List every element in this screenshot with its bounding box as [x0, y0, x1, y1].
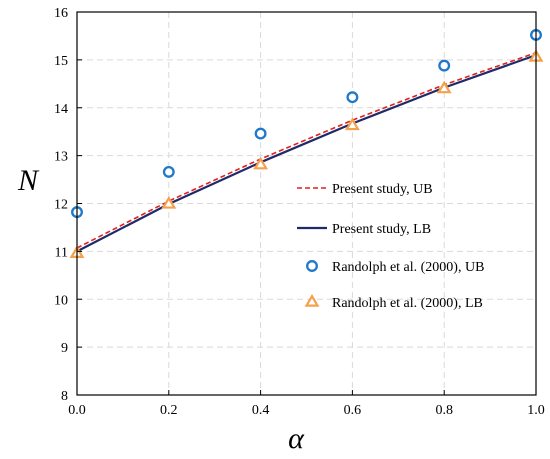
grid	[77, 12, 536, 395]
legend-swatch-randolph-et-al-2000-ub	[306, 260, 318, 272]
y-tick-label: 14	[54, 102, 68, 117]
series-line-present-study-ub	[76, 51, 537, 249]
y-axis-label: N	[17, 164, 40, 197]
point-randolph-et-al-2000-lb	[253, 156, 269, 170]
series-line-present-study-lb	[76, 54, 537, 253]
x-tick-label: 0.8	[435, 403, 453, 418]
point-randolph-et-al-2000-ub	[346, 91, 359, 104]
y-tick-label: 12	[54, 198, 68, 213]
legend-label-present-study-lb: Present study, LB	[332, 222, 431, 237]
legend-swatch-randolph-et-al-2000-lb	[304, 294, 320, 307]
point-randolph-et-al-2000-ub	[438, 59, 451, 72]
x-tick-label: 0.2	[160, 403, 178, 418]
x-tick-label: 0.6	[344, 403, 362, 418]
y-tick-label: 8	[61, 389, 68, 404]
point-randolph-et-al-2000-lb	[344, 117, 360, 131]
legend-label-randolph-et-al-2000-ub: Randolph et al. (2000), UB	[332, 260, 484, 275]
legend: Present study, UB Present study, LB Randol…	[297, 182, 484, 311]
x-tick-label: 0.4	[252, 403, 270, 418]
y-tick-label: 9	[61, 341, 68, 356]
y-tick-label: 10	[54, 293, 68, 308]
ticks: 8 9 10 11 12 13 14 15 16 0.0 0.2 0.4 0.6 0.8 1.0	[54, 6, 545, 418]
legend-label-present-study-ub: Present study, UB	[332, 182, 433, 197]
y-tick-label: 11	[55, 245, 68, 260]
x-tick-label: 1.0	[527, 403, 545, 418]
legend-label-randolph-et-al-2000-lb: Randolph et al. (2000), LB	[332, 296, 483, 311]
y-tick-label: 13	[54, 150, 68, 165]
y-tick-label: 16	[54, 6, 68, 21]
point-randolph-et-al-2000-ub	[254, 127, 267, 140]
point-randolph-et-al-2000-lb	[436, 80, 452, 94]
x-tick-label: 0.0	[68, 403, 86, 418]
point-randolph-et-al-2000-ub	[162, 165, 175, 178]
point-randolph-et-al-2000-lb	[161, 196, 177, 209]
series-layer	[69, 29, 544, 258]
y-tick-label: 15	[54, 54, 68, 69]
x-axis-label: α	[288, 422, 305, 455]
